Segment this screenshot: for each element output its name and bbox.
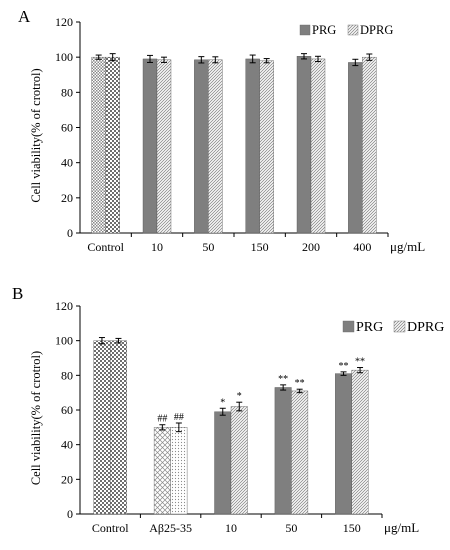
y-tick-label: 80 [61,85,73,99]
significance-label: ## [157,414,167,425]
bar [348,62,363,234]
y-tick-label: 20 [61,472,73,486]
panel-letter: B [12,284,23,303]
bar [194,59,209,234]
bar [153,427,171,515]
category-label: Control [92,521,129,535]
y-tick-label: 60 [61,403,73,417]
bar [362,56,377,234]
category-label: 200 [302,240,320,254]
bar [230,406,248,515]
bar [351,369,369,515]
bar [93,340,111,515]
category-label: 10 [151,240,163,254]
panel-letter: A [18,7,31,26]
legend-swatch [299,24,311,36]
y-tick-label: 60 [61,121,73,135]
y-tick-label: 120 [55,15,73,29]
y-axis-label: Cell viability(% of crotrol) [29,351,43,485]
legend-label: DPRG [407,320,444,335]
y-axis-label: Cell viability(% of crotrol) [29,68,43,202]
legend-label: DPRG [360,23,393,37]
significance-label: ## [174,412,184,423]
y-tick-label: 100 [55,334,73,348]
y-tick-label: 0 [67,507,73,521]
y-tick-label: 0 [67,226,73,240]
bar [142,58,158,234]
bar [335,373,352,515]
panel-b: B 0 20 40 60 80 100 120 Cell viability(% of crot… [12,284,444,535]
y-tick-label: 120 [55,299,73,313]
bar [214,411,232,515]
bar [105,56,120,234]
unit-label: μg/mL [384,520,419,535]
legend-swatch [342,320,355,333]
y-tick-label: 40 [61,438,73,452]
category-label: Aβ25-35 [149,521,192,535]
category-label: 50 [285,521,297,535]
significance-label: ** [278,374,288,385]
category-label: 10 [225,521,237,535]
significance-label: * [237,391,242,402]
legend-label: PRG [312,23,336,37]
bar [156,59,172,234]
bar [109,340,127,515]
y-tick-label: 40 [61,156,73,170]
bar [170,427,188,515]
significance-label: ** [355,357,365,368]
y-tick-label: 80 [61,368,73,382]
category-label: 150 [251,240,269,254]
panel-a: A 0 20 40 60 80 100 120 Cell viability(% of crot… [18,7,425,254]
legend-label: PRG [356,320,383,335]
legend-swatch [393,320,406,333]
bar [274,387,292,515]
significance-label: ** [339,361,349,372]
category-label: 400 [353,240,371,254]
bar [208,59,223,234]
category-label: 150 [343,521,361,535]
category-label: Control [87,240,124,254]
bar [259,60,274,234]
bar [296,56,312,234]
bar [291,390,309,515]
y-tick-label: 20 [61,191,73,205]
bar [91,56,106,234]
bar [310,58,326,234]
y-tick-label: 100 [55,50,73,64]
category-label: 50 [202,240,214,254]
significance-label: ** [295,378,305,389]
significance-label: * [220,397,225,408]
bar [245,58,260,234]
unit-label: μg/mL [390,239,425,254]
legend-swatch [347,24,359,36]
